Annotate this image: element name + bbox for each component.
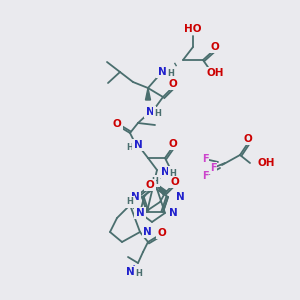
Text: HO: HO xyxy=(184,24,202,34)
Text: H: H xyxy=(152,176,158,185)
Text: N: N xyxy=(143,227,152,237)
Text: F: F xyxy=(202,154,208,164)
Text: N: N xyxy=(134,140,142,150)
Text: N: N xyxy=(136,208,144,218)
Polygon shape xyxy=(155,183,167,195)
Text: F: F xyxy=(210,163,216,173)
Text: O: O xyxy=(211,42,219,52)
Text: H: H xyxy=(127,142,134,152)
Text: H: H xyxy=(136,268,142,278)
Text: N: N xyxy=(169,208,178,218)
Text: N: N xyxy=(176,192,185,202)
Text: N: N xyxy=(160,167,169,177)
Text: H: H xyxy=(169,169,176,178)
Text: N: N xyxy=(158,67,166,77)
Polygon shape xyxy=(130,194,140,205)
Text: O: O xyxy=(244,134,252,144)
Text: H: H xyxy=(127,197,134,206)
Text: O: O xyxy=(146,180,154,190)
Text: OH: OH xyxy=(258,158,275,168)
Text: O: O xyxy=(169,79,177,89)
Text: N: N xyxy=(126,267,134,277)
Polygon shape xyxy=(146,88,151,100)
Text: O: O xyxy=(169,139,177,149)
Text: N: N xyxy=(146,107,154,117)
Text: N: N xyxy=(130,192,140,202)
Text: O: O xyxy=(171,177,179,187)
Text: F: F xyxy=(202,171,208,181)
Text: H: H xyxy=(154,109,161,118)
Text: O: O xyxy=(112,119,122,129)
Text: O: O xyxy=(158,228,166,238)
Text: H: H xyxy=(168,68,174,77)
Text: OH: OH xyxy=(206,68,224,78)
